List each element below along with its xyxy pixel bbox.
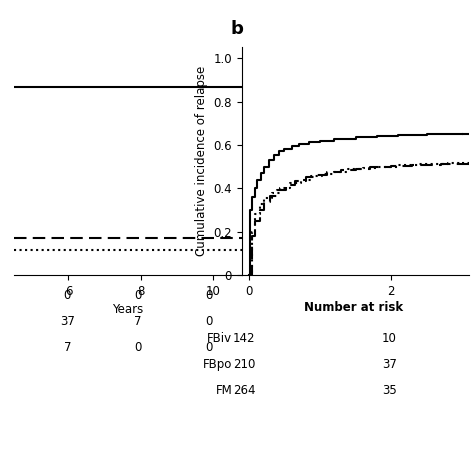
Text: 264: 264 <box>233 384 255 397</box>
Text: 0: 0 <box>205 289 212 302</box>
Text: 35: 35 <box>382 384 397 397</box>
Text: Number at risk: Number at risk <box>303 301 403 314</box>
Text: 0: 0 <box>205 341 212 354</box>
Text: 0: 0 <box>134 289 142 302</box>
Text: 7: 7 <box>64 341 71 354</box>
Text: 142: 142 <box>233 332 255 345</box>
Text: FBpo: FBpo <box>203 358 232 371</box>
Text: 0: 0 <box>64 289 71 302</box>
Y-axis label: Cumulative incidence of relapse: Cumulative incidence of relapse <box>195 66 208 256</box>
Text: 7: 7 <box>134 315 142 328</box>
Text: 0: 0 <box>134 341 142 354</box>
X-axis label: Years: Years <box>112 303 144 316</box>
Text: FBiv: FBiv <box>207 332 232 345</box>
Text: b: b <box>230 20 243 38</box>
Text: 37: 37 <box>60 315 75 328</box>
Text: 0: 0 <box>205 315 212 328</box>
Text: 37: 37 <box>382 358 397 371</box>
Text: FM: FM <box>216 384 232 397</box>
Text: 210: 210 <box>233 358 255 371</box>
Text: 10: 10 <box>382 332 397 345</box>
